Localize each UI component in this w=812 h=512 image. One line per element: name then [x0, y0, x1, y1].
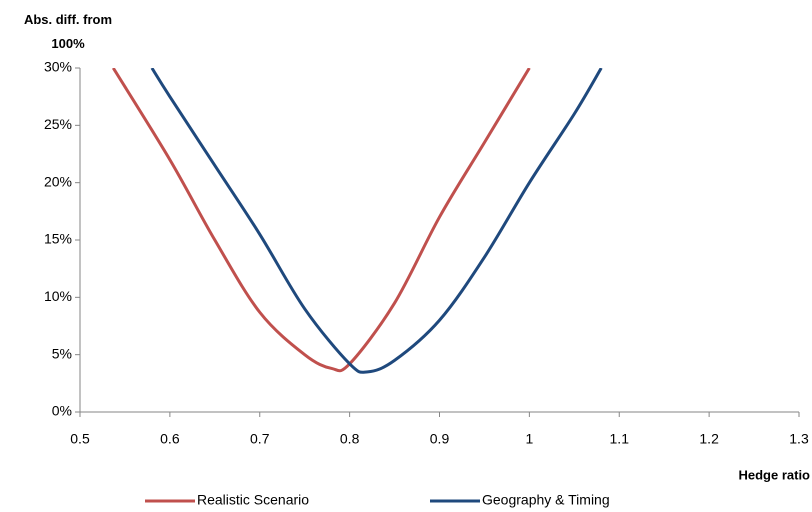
x-tick-label: 1.3 — [789, 431, 809, 447]
y-tick-label: 30% — [44, 59, 72, 75]
y-tick-label: 15% — [44, 231, 72, 247]
y-tick-label: 25% — [44, 116, 72, 132]
x-tick-label: 1.1 — [610, 431, 630, 447]
x-tick-label: 0.8 — [340, 431, 360, 447]
x-tick-label: 0.5 — [70, 431, 90, 447]
legend-label: Realistic Scenario — [197, 492, 309, 508]
x-tick-label: 1.2 — [699, 431, 719, 447]
y-tick-label: 0% — [52, 403, 72, 419]
y-tick-label: 20% — [44, 173, 72, 189]
data-line — [111, 68, 531, 373]
x-axis-label: Hedge ratio — [738, 467, 810, 482]
data-line — [150, 68, 603, 374]
x-tick-label: 0.6 — [160, 431, 180, 447]
legend-label: Geography & Timing — [482, 492, 610, 508]
y-axis-label: Abs. diff. from 100% — [23, 12, 113, 51]
x-tick-label: 1 — [525, 431, 533, 447]
y-tick-label: 10% — [44, 288, 72, 304]
y-tick-label: 5% — [52, 345, 72, 361]
x-tick-label: 0.9 — [430, 431, 450, 447]
x-tick-label: 0.7 — [250, 431, 270, 447]
